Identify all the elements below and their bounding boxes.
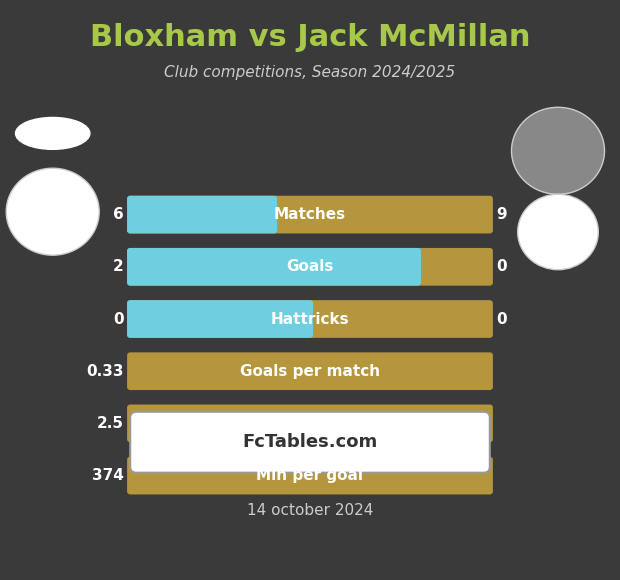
FancyBboxPatch shape bbox=[127, 300, 313, 338]
Text: 14 october 2024: 14 october 2024 bbox=[247, 503, 373, 518]
Text: Goals per match: Goals per match bbox=[240, 364, 380, 379]
Text: Hattricks: Hattricks bbox=[271, 311, 349, 327]
Ellipse shape bbox=[16, 117, 90, 149]
Circle shape bbox=[6, 168, 99, 255]
Text: Club competitions, Season 2024/2025: Club competitions, Season 2024/2025 bbox=[164, 65, 456, 80]
Text: 0: 0 bbox=[496, 259, 507, 274]
Text: FcTables.com: FcTables.com bbox=[242, 433, 378, 451]
Text: Goals: Goals bbox=[286, 259, 334, 274]
FancyBboxPatch shape bbox=[127, 195, 277, 233]
FancyBboxPatch shape bbox=[127, 457, 493, 494]
FancyBboxPatch shape bbox=[127, 300, 493, 338]
FancyBboxPatch shape bbox=[127, 195, 493, 233]
Text: Bloxham vs Jack McMillan: Bloxham vs Jack McMillan bbox=[90, 23, 530, 52]
Text: 0.33: 0.33 bbox=[87, 364, 124, 379]
Circle shape bbox=[518, 194, 598, 270]
FancyBboxPatch shape bbox=[127, 248, 493, 285]
FancyBboxPatch shape bbox=[127, 248, 421, 285]
Text: 0: 0 bbox=[113, 311, 124, 327]
FancyBboxPatch shape bbox=[130, 412, 490, 473]
Text: 0: 0 bbox=[496, 311, 507, 327]
Text: 2.5: 2.5 bbox=[97, 416, 124, 431]
FancyBboxPatch shape bbox=[127, 405, 493, 442]
Text: 6: 6 bbox=[113, 207, 124, 222]
Circle shape bbox=[512, 107, 604, 194]
Text: 9: 9 bbox=[496, 207, 507, 222]
Text: 2: 2 bbox=[113, 259, 124, 274]
Text: Matches: Matches bbox=[274, 207, 346, 222]
Text: Shots per goal: Shots per goal bbox=[248, 416, 372, 431]
Text: Min per goal: Min per goal bbox=[257, 468, 363, 483]
Text: 374: 374 bbox=[92, 468, 124, 483]
FancyBboxPatch shape bbox=[127, 353, 493, 390]
